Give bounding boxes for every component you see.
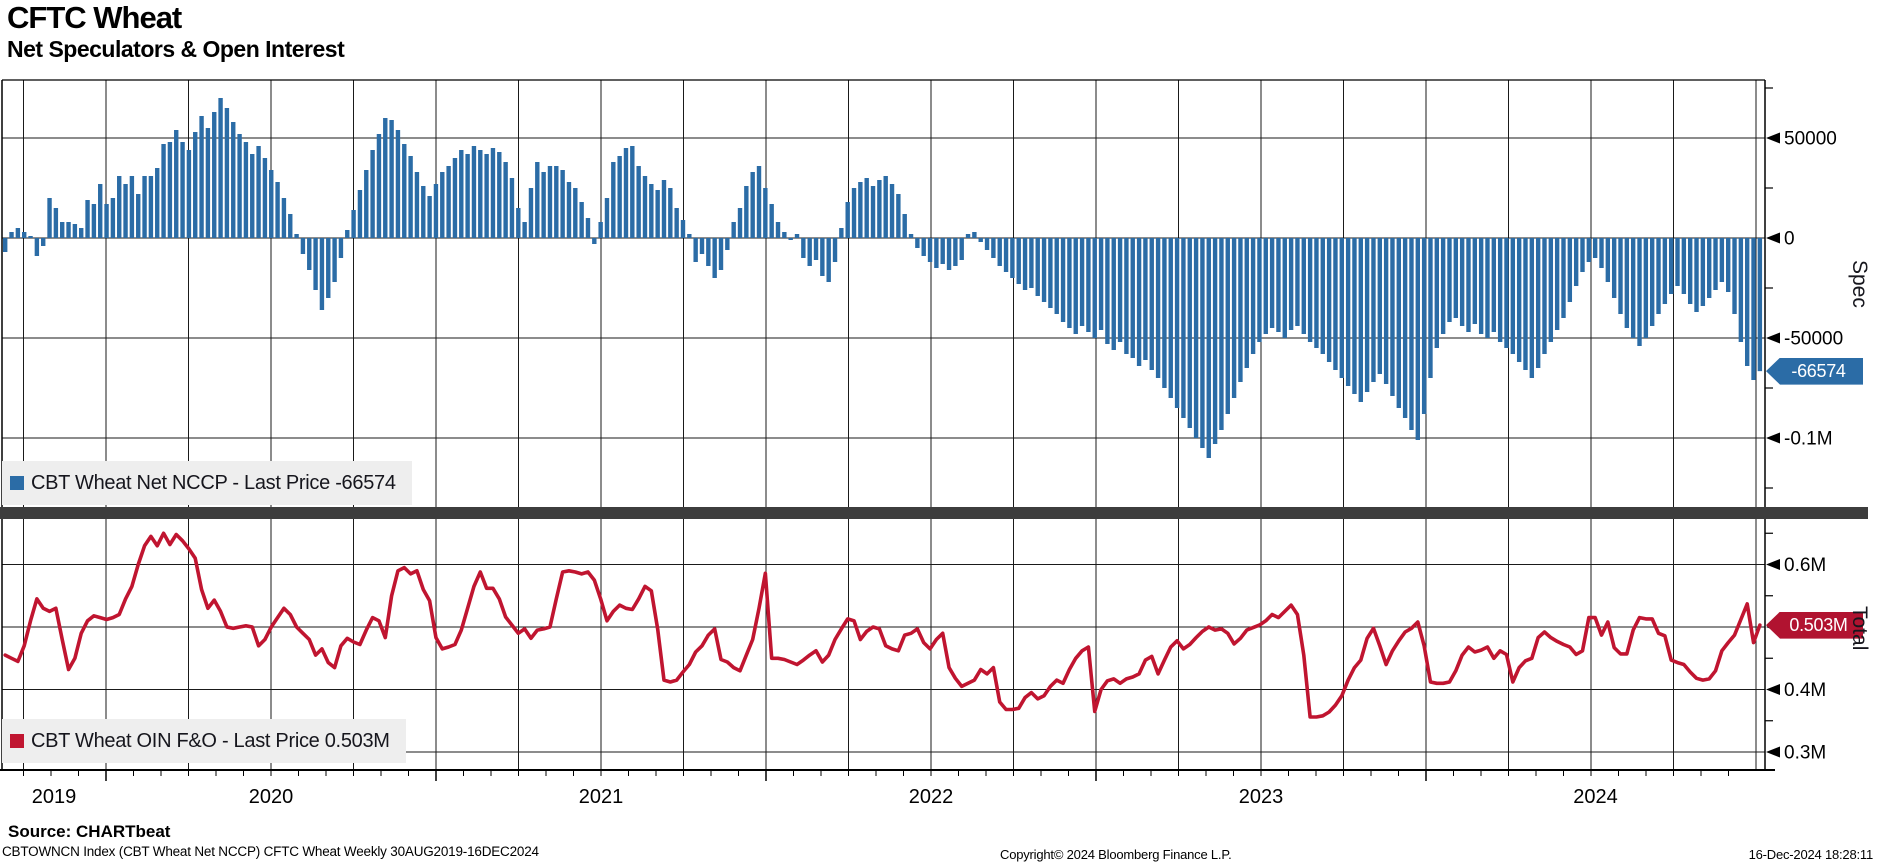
spec-axis-title: Spec <box>1848 260 1871 308</box>
gridlines <box>2 80 1765 770</box>
year-label: 2024 <box>1573 786 1618 808</box>
year-label: 2020 <box>249 786 294 808</box>
svg-text:0.4M: 0.4M <box>1784 680 1826 701</box>
svg-text:0.6M: 0.6M <box>1784 555 1826 576</box>
legend-spec-label: CBT Wheat Net NCCP - Last Price -66574 <box>31 471 396 494</box>
panel-separator <box>0 507 1868 519</box>
legend-spec[interactable]: CBT Wheat Net NCCP - Last Price -66574 <box>2 461 412 505</box>
red-square-icon <box>10 734 24 748</box>
total-last-price-badge: 0.503M <box>1766 611 1863 639</box>
blue-square-icon <box>10 476 24 490</box>
bottom-axis: 2019 2020 2021 2022 2023 2024 <box>23 770 1729 808</box>
legend-total[interactable]: CBT Wheat OIN F&O - Last Price 0.503M <box>2 719 406 763</box>
year-label: 2023 <box>1239 786 1284 808</box>
footer-timestamp: 16-Dec-2024 18:28:11 <box>1748 847 1874 862</box>
footer-copyright: Copyright© 2024 Bloomberg Finance L.P. <box>1000 847 1232 862</box>
svg-text:-50000: -50000 <box>1784 329 1843 350</box>
page-subtitle: Net Speculators & Open Interest <box>7 36 345 62</box>
year-label: 2022 <box>909 786 954 808</box>
footer-security-description: CBTOWNCN Index (CBT Wheat Net NCCP) CFTC… <box>2 844 539 859</box>
total-axis-title: Total <box>1848 606 1871 651</box>
year-label: 2019 <box>32 786 77 808</box>
oi-line <box>3 531 1762 719</box>
footer-source: Source: CHARTbeat <box>8 822 171 841</box>
axes <box>0 79 1868 771</box>
page-title: CFTC Wheat <box>7 0 182 35</box>
svg-text:-0.1M: -0.1M <box>1784 429 1833 450</box>
spec-bars <box>3 98 1763 458</box>
svg-text:50000: 50000 <box>1784 129 1837 150</box>
svg-text:0.3M: 0.3M <box>1784 743 1826 764</box>
svg-text:0: 0 <box>1784 229 1795 250</box>
legend-total-label: CBT Wheat OIN F&O - Last Price 0.503M <box>31 729 390 752</box>
year-label: 2021 <box>579 786 624 808</box>
spec-last-price-badge: -66574 <box>1766 357 1863 385</box>
